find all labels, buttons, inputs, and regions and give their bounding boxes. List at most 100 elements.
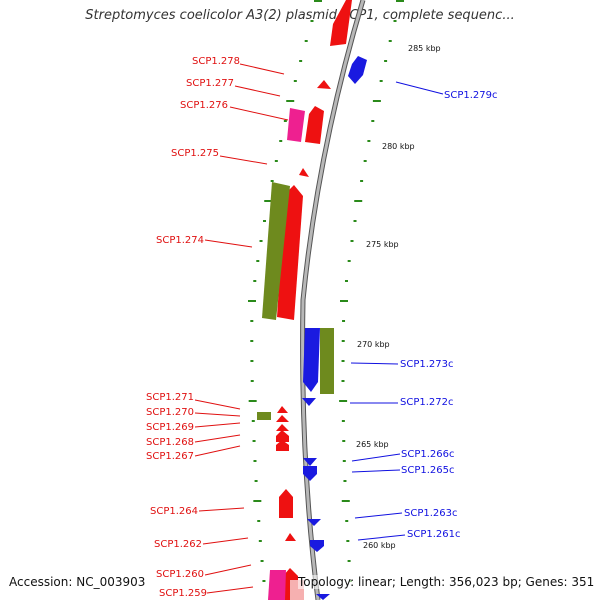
scale-tick	[388, 40, 392, 42]
map-title: Streptomyces coelicolor A3(2) plasmid SC…	[85, 8, 515, 23]
gene-arrow[interactable]	[276, 415, 289, 422]
scale-tick	[263, 220, 267, 222]
gene-label[interactable]: SCP1.279c	[444, 90, 498, 101]
gene-label[interactable]: SCP1.260	[156, 569, 204, 580]
scale-tick	[345, 520, 349, 522]
gene-label[interactable]: SCP1.263c	[404, 508, 458, 519]
gene-label[interactable]: SCP1.268	[146, 437, 194, 448]
gene-label[interactable]: SCP1.276	[180, 100, 228, 111]
gene-arrow[interactable]	[279, 489, 293, 518]
kbp-label: 275 kbp	[366, 240, 399, 249]
gene-label[interactable]: SCP1.259	[159, 588, 207, 599]
scale-tick	[250, 360, 254, 362]
scale-tick	[253, 280, 257, 282]
rna-track	[268, 108, 305, 600]
gene-label[interactable]: SCP1.277	[186, 78, 234, 89]
gene-arrow[interactable]	[303, 458, 317, 466]
gene-label[interactable]: SCP1.264	[150, 506, 198, 517]
reverse-strand	[302, 56, 367, 600]
scale-tick	[279, 140, 283, 142]
gene-arrow[interactable]	[348, 56, 367, 84]
scale-tick	[262, 580, 266, 582]
kbp-scale: 285 kbp 280 kbp 275 kbp 270 kbp 265 kbp …	[356, 44, 441, 550]
scale-tick	[293, 80, 297, 82]
scale-tick	[354, 200, 363, 202]
scale-tick	[360, 180, 364, 182]
scale-tick	[384, 60, 388, 62]
gene-label[interactable]: SCP1.271	[146, 392, 194, 403]
scale-tick	[258, 540, 262, 542]
accession-label: Accession: NC_003903	[9, 575, 146, 589]
scale-tick	[350, 240, 354, 242]
gene-label[interactable]: SCP1.261c	[407, 529, 461, 540]
scale-tick	[367, 140, 371, 142]
gene-label[interactable]: SCP1.266c	[401, 449, 455, 460]
scale-tick	[341, 500, 350, 502]
inner-tick-arc	[248, 0, 322, 582]
pseudogene-bar[interactable]	[320, 328, 334, 394]
backbone-shadow	[300, 0, 366, 600]
gene-label[interactable]: SCP1.274	[156, 235, 204, 246]
topology-summary: Topology: linear; Length: 356,023 bp; Ge…	[298, 575, 595, 589]
scale-tick	[353, 220, 357, 222]
scale-tick	[259, 240, 263, 242]
pseudogene-bar[interactable]	[257, 412, 271, 420]
gene-label[interactable]: SCP1.262	[154, 539, 202, 550]
scale-tick	[347, 560, 351, 562]
scale-tick	[250, 340, 254, 342]
kbp-label: 260 kbp	[363, 541, 396, 550]
gene-arrow[interactable]	[299, 168, 309, 177]
pseudogene-bar[interactable]	[262, 182, 290, 320]
kbp-label: 270 kbp	[357, 340, 390, 349]
scale-tick	[304, 40, 308, 42]
scale-tick	[346, 540, 350, 542]
gene-arrow[interactable]	[276, 424, 289, 431]
scale-tick	[252, 440, 256, 442]
scale-tick	[264, 200, 273, 202]
gene-arrow[interactable]	[316, 594, 330, 600]
gene-arrow[interactable]	[276, 430, 289, 442]
backbone	[301, 0, 365, 600]
scale-tick	[310, 20, 314, 22]
scale-tick	[393, 20, 397, 22]
gene-label[interactable]: SCP1.278	[192, 56, 240, 67]
gene-label[interactable]: SCP1.272c	[400, 397, 454, 408]
gene-label[interactable]: SCP1.267	[146, 451, 194, 462]
gene-arrow[interactable]	[285, 533, 296, 541]
rna-bar[interactable]	[268, 570, 286, 600]
scale-tick	[342, 320, 346, 322]
gene-arrow[interactable]	[307, 519, 321, 526]
scale-tick	[341, 340, 345, 342]
gene-arrow[interactable]	[302, 398, 316, 406]
gene-label[interactable]: SCP1.265c	[401, 465, 455, 476]
scale-tick	[250, 320, 254, 322]
gene-label[interactable]: SCP1.270	[146, 407, 194, 418]
scale-tick	[342, 460, 346, 462]
scale-tick	[250, 380, 254, 382]
scale-tick	[344, 280, 348, 282]
forward-labels: SCP1.278 SCP1.277 SCP1.276 SCP1.275 SCP1…	[146, 56, 240, 599]
gene-arrow[interactable]	[303, 466, 317, 481]
scale-tick	[363, 160, 367, 162]
gene-arrow[interactable]	[305, 106, 324, 144]
rna-bar[interactable]	[287, 108, 305, 142]
scale-tick	[341, 380, 345, 382]
gene-label[interactable]: SCP1.273c	[400, 359, 454, 370]
scale-tick	[340, 300, 348, 302]
gene-arrow[interactable]	[317, 80, 331, 89]
scale-tick	[299, 60, 303, 62]
gene-label[interactable]: SCP1.275	[171, 148, 219, 159]
scale-tick	[248, 400, 257, 402]
gene-arrow[interactable]	[330, 0, 352, 46]
gene-label[interactable]: SCP1.269	[146, 422, 194, 433]
gene-arrow[interactable]	[276, 440, 289, 451]
scale-tick	[372, 100, 381, 102]
gene-arrow[interactable]	[303, 328, 320, 392]
scale-tick	[396, 0, 404, 2]
gene-arrow[interactable]	[277, 406, 288, 413]
pseudogene-track	[257, 182, 334, 420]
scale-tick	[379, 80, 383, 82]
gene-arrow[interactable]	[310, 540, 324, 552]
scale-tick	[347, 260, 351, 262]
